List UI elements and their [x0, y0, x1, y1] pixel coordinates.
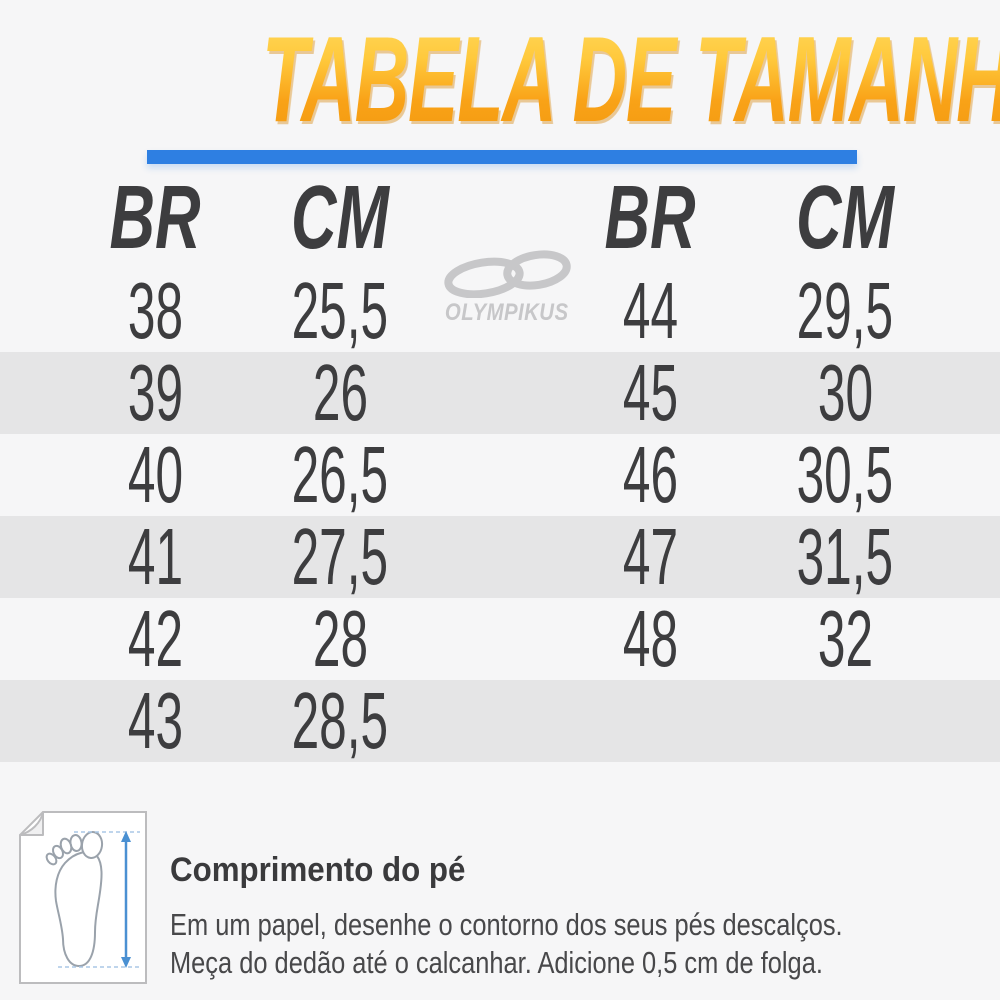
br-size-cell: 43 — [127, 676, 183, 765]
measurement-heading: Comprimento do pé — [170, 851, 466, 889]
table-rows: 38 25,5 44 29,5 39 26 45 30 40 26,5 46 3… — [0, 270, 1000, 762]
cm-size-cell: 26 — [312, 348, 368, 437]
table-row: 40 26,5 46 30,5 — [0, 434, 1000, 516]
page-title-text: TABELA DE TAMANHOS — [262, 13, 1000, 146]
cm-size-cell: 26,5 — [291, 430, 389, 519]
br-size-cell: 42 — [127, 594, 183, 683]
column-header-br-right: BR — [604, 168, 696, 268]
measurement-instructions: Em um papel, desenhe o contorno dos seus… — [170, 906, 990, 982]
cm-size-cell: 28 — [312, 594, 368, 683]
title-underline — [147, 150, 857, 164]
table-row: 42 28 48 32 — [0, 598, 1000, 680]
cm-size-cell: 28,5 — [291, 676, 389, 765]
column-header-cm-left: CM — [291, 168, 389, 268]
br-size-cell: 46 — [622, 430, 678, 519]
column-header-cm-right: CM — [796, 168, 894, 268]
page-title: TABELA DE TAMANHOS — [0, 13, 1000, 146]
olympikus-logo: OLYMPIKUS — [434, 250, 580, 327]
br-size-cell: 41 — [127, 512, 183, 601]
instruction-line-1: Em um papel, desenhe o contorno dos seus… — [170, 907, 843, 943]
br-size-cell: 47 — [622, 512, 678, 601]
br-size-cell: 48 — [622, 594, 678, 683]
br-size-cell: 40 — [127, 430, 183, 519]
foot-on-paper-icon — [19, 811, 147, 984]
cm-size-cell: 32 — [817, 594, 873, 683]
cm-size-cell: 25,5 — [291, 266, 389, 355]
foot-outline-icon — [54, 851, 103, 968]
cm-size-cell: 27,5 — [291, 512, 389, 601]
br-size-cell — [550, 681, 750, 761]
table-row: 43 28,5 — [0, 680, 1000, 762]
instruction-line-2: Meça do dedão até o calcanhar. Adicione … — [170, 945, 823, 981]
cm-size-cell: 29,5 — [796, 266, 894, 355]
foot-measurement-illustration — [18, 810, 148, 990]
column-header-br-left: BR — [109, 168, 201, 268]
cm-size-cell: 30,5 — [796, 430, 894, 519]
measurement-help: Comprimento do pé Em um papel, desenhe o… — [170, 851, 990, 982]
br-size-cell: 45 — [622, 348, 678, 437]
table-header-row: BR CM BR CM — [0, 168, 1000, 268]
br-size-cell: 38 — [127, 266, 183, 355]
table-row: 38 25,5 44 29,5 — [0, 270, 1000, 352]
olympikus-rings-icon — [444, 250, 571, 298]
cm-size-cell — [750, 681, 940, 761]
table-row: 41 27,5 47 31,5 — [0, 516, 1000, 598]
olympikus-logo-text: OLYMPIKUS — [445, 299, 569, 326]
cm-size-cell: 30 — [817, 348, 873, 437]
paper-fold-icon — [19, 811, 44, 836]
cm-size-cell: 31,5 — [796, 512, 894, 601]
br-size-cell: 44 — [622, 266, 678, 355]
br-size-cell: 39 — [127, 348, 183, 437]
table-row: 39 26 45 30 — [0, 352, 1000, 434]
